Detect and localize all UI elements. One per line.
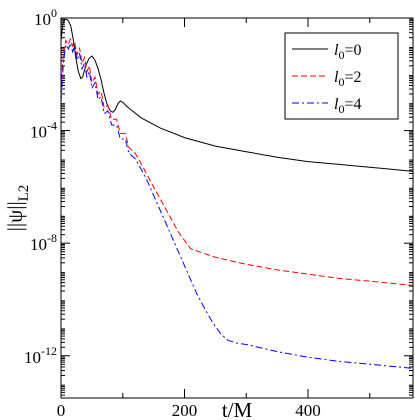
y-tick-exponent: -12 <box>41 344 57 358</box>
legend-label-3: l0=4 <box>334 96 361 116</box>
legend-label-letter: l <box>334 96 339 113</box>
y-axis-label-main: ||ψ|| <box>3 201 27 231</box>
x-tick-labels: 0 200 400 <box>57 401 321 420</box>
legend-label-2: l0=2 <box>334 69 361 89</box>
series-line-2 <box>61 37 413 286</box>
legend-label-letter: l <box>334 42 339 59</box>
series-line-1 <box>61 18 413 172</box>
x-axis-label: t/M <box>222 398 253 420</box>
y-tick-base: 10 <box>30 235 47 254</box>
y-tick-base: 10 <box>24 348 41 367</box>
x-tick-label: 400 <box>295 401 321 420</box>
legend-label-sub: 0 <box>338 48 344 62</box>
y-axis-label-sub: L2 <box>16 185 32 202</box>
y-tick-exponent: 0 <box>51 6 57 20</box>
y-tick-exponent: -4 <box>47 119 57 133</box>
y-tick-label: 100 <box>34 6 57 29</box>
legend-entries: l0=0l0=2l0=4 <box>292 42 361 116</box>
y-tick-label: 10-4 <box>30 119 57 142</box>
y-axis-label: ||ψ||L2 <box>3 185 32 232</box>
legend: l0=0l0=2l0=4 <box>284 32 399 120</box>
legend-label-letter: l <box>334 69 339 86</box>
legend-label-value: =2 <box>344 69 361 86</box>
minor-ticks <box>61 18 413 398</box>
series-line-3 <box>61 41 413 369</box>
legend-label-sub: 0 <box>338 102 344 116</box>
legend-label-value: =4 <box>344 96 361 113</box>
y-tick-base: 10 <box>30 123 47 142</box>
series-layer <box>61 18 413 369</box>
y-tick-base: 10 <box>34 10 51 29</box>
y-tick-label: 10-12 <box>24 344 57 367</box>
x-tick-label: 200 <box>172 401 198 420</box>
legend-label-sub: 0 <box>338 75 344 89</box>
legend-label-1: l0=0 <box>334 42 361 62</box>
y-tick-label: 10-8 <box>30 231 57 254</box>
plot-frame <box>60 17 414 399</box>
x-tick-label: 0 <box>57 401 66 420</box>
legend-label-value: =0 <box>344 42 361 59</box>
y-tick-exponent: -8 <box>47 231 57 245</box>
